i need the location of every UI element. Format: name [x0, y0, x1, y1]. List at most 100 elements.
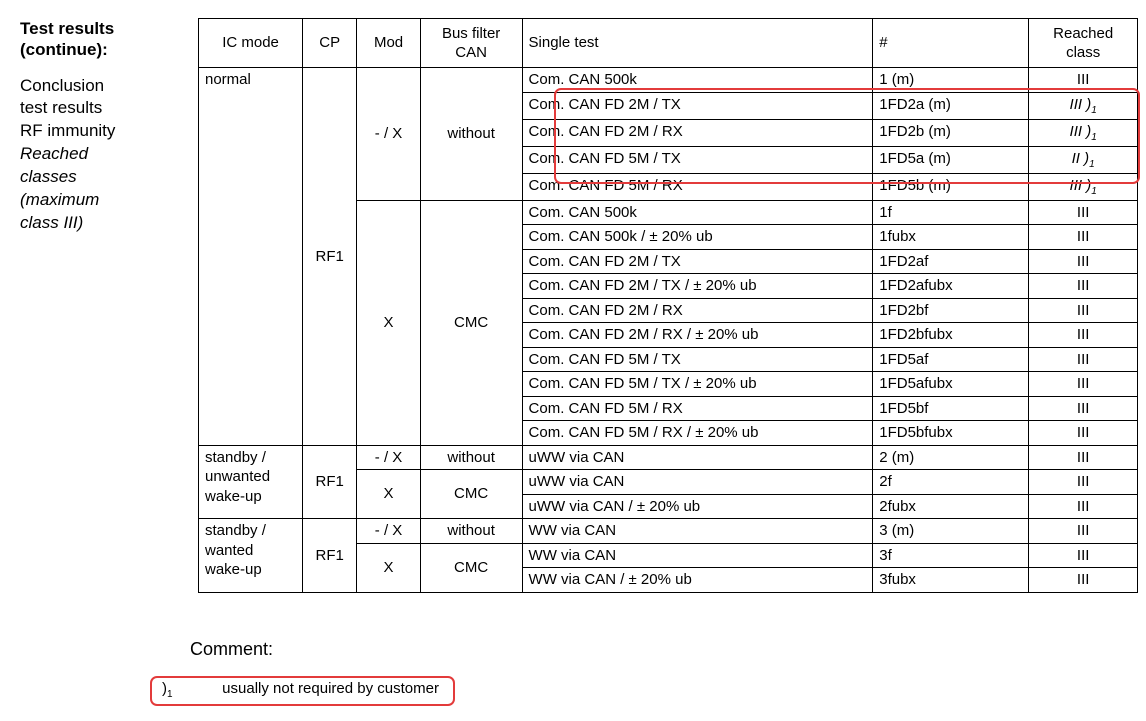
- hdr-reach-l1: Reached: [1053, 25, 1113, 42]
- cell-mod-2b: X: [357, 470, 420, 519]
- side-sub-l1: Conclusion: [20, 76, 104, 95]
- cell-single: Com. CAN FD 2M / TX: [522, 249, 873, 274]
- cell-single: Com. CAN FD 2M / RX: [522, 119, 873, 146]
- cell-hash: 1FD2bfubx: [873, 323, 1029, 348]
- cell-hash: 1FD2af: [873, 249, 1029, 274]
- cell-single: uWW via CAN: [522, 445, 873, 470]
- side-sub-l2: test results: [20, 98, 102, 117]
- side-sub-ital-l2: classes: [20, 167, 77, 186]
- cell-single: uWW via CAN: [522, 470, 873, 495]
- cell-reach: III: [1029, 274, 1138, 299]
- cell-hash: 3fubx: [873, 568, 1029, 593]
- cell-reach: III: [1029, 298, 1138, 323]
- cell-hash: 3f: [873, 543, 1029, 568]
- cell-single: Com. CAN 500k / ± 20% ub: [522, 225, 873, 250]
- side-sub-l3: RF immunity: [20, 121, 115, 140]
- cell-mod-2a: - / X: [357, 445, 420, 470]
- hdr-bus: Bus filter CAN: [420, 19, 522, 68]
- cell-hash: 1FD5a (m): [873, 146, 1029, 173]
- side-title: Test results (continue):: [20, 18, 190, 61]
- cell-single: WW via CAN: [522, 519, 873, 544]
- cell-hash: 2fubx: [873, 494, 1029, 519]
- cell-hash: 1 (m): [873, 68, 1029, 93]
- cell-single: WW via CAN / ± 20% ub: [522, 568, 873, 593]
- cell-hash: 1FD5b (m): [873, 173, 1029, 200]
- cell-single: Com. CAN FD 5M / RX / ± 20% ub: [522, 421, 873, 446]
- cell-bus-1b: CMC: [420, 200, 522, 445]
- cell-reach: III: [1029, 543, 1138, 568]
- hdr-cp: CP: [303, 19, 357, 68]
- cell-reach: III: [1029, 568, 1138, 593]
- cell-hash: 1FD5bfubx: [873, 421, 1029, 446]
- cell-single: Com. CAN FD 2M / RX: [522, 298, 873, 323]
- hdr-bus-l2: CAN: [455, 44, 487, 61]
- side-title-l2: (continue):: [20, 40, 108, 59]
- cell-single: Com. CAN 500k: [522, 200, 873, 225]
- cell-reach: III )1: [1029, 173, 1138, 200]
- hdr-bus-l1: Bus filter: [442, 25, 500, 42]
- cell-reach: III: [1029, 494, 1138, 519]
- cell-mod-1a: - / X: [357, 68, 420, 201]
- cell-mod-3b: X: [357, 543, 420, 592]
- cell-reach: III: [1029, 249, 1138, 274]
- cell-bus-2b: CMC: [420, 470, 522, 519]
- cell-reach: III )1: [1029, 119, 1138, 146]
- cell-bus-3a: without: [420, 519, 522, 544]
- cell-hash: 3 (m): [873, 519, 1029, 544]
- side-title-l1: Test results: [20, 19, 114, 38]
- cell-single: Com. CAN 500k: [522, 68, 873, 93]
- cell-reach: III: [1029, 421, 1138, 446]
- cell-single: Com. CAN FD 2M / TX: [522, 92, 873, 119]
- cell-hash: 1FD2a (m): [873, 92, 1029, 119]
- cell-hash: 2f: [873, 470, 1029, 495]
- cell-single: WW via CAN: [522, 543, 873, 568]
- comment-label: Comment:: [190, 639, 1146, 660]
- cell-hash: 1FD5afubx: [873, 372, 1029, 397]
- cell-reach: III: [1029, 470, 1138, 495]
- cell-single: Com. CAN FD 5M / TX: [522, 347, 873, 372]
- side-sub-ital-l4: class III): [20, 213, 83, 232]
- cell-mod-3a: - / X: [357, 519, 420, 544]
- cell-hash: 2 (m): [873, 445, 1029, 470]
- cell-cp-rf1-c: RF1: [303, 519, 357, 593]
- cell-reach: III: [1029, 519, 1138, 544]
- cell-cp-rf1-b: RF1: [303, 445, 357, 519]
- cell-hash: 1FD2afubx: [873, 274, 1029, 299]
- cell-reach: III: [1029, 225, 1138, 250]
- cell-single: Com. CAN FD 5M / RX: [522, 396, 873, 421]
- cell-bus-2a: without: [420, 445, 522, 470]
- cell-reach: III: [1029, 396, 1138, 421]
- footnote-mark: )1: [162, 680, 218, 700]
- footnote-text: usually not required by customer: [222, 680, 439, 697]
- cell-hash: 1fubx: [873, 225, 1029, 250]
- cell-bus-3b: CMC: [420, 543, 522, 592]
- hdr-ic: IC mode: [199, 19, 303, 68]
- hdr-reach: Reached class: [1029, 19, 1138, 68]
- cell-reach: III )1: [1029, 92, 1138, 119]
- footnote-box: )1 usually not required by customer: [150, 676, 455, 706]
- cell-bus-1a: without: [420, 68, 522, 201]
- cell-hash: 1FD2b (m): [873, 119, 1029, 146]
- cell-single: Com. CAN FD 2M / TX / ± 20% ub: [522, 274, 873, 299]
- cell-reach: III: [1029, 445, 1138, 470]
- cell-ic-standby-wanted: standby / wanted wake-up: [199, 519, 303, 593]
- cell-ic-standby-unwanted: standby / unwanted wake-up: [199, 445, 303, 519]
- cell-ic-normal: normal: [199, 68, 303, 446]
- cell-single: uWW via CAN / ± 20% ub: [522, 494, 873, 519]
- cell-single: Com. CAN FD 5M / TX / ± 20% ub: [522, 372, 873, 397]
- hdr-single: Single test: [522, 19, 873, 68]
- cell-reach: III: [1029, 372, 1138, 397]
- side-column: Test results (continue): Conclusion test…: [20, 18, 198, 593]
- cell-reach: III: [1029, 323, 1138, 348]
- cell-single: Com. CAN FD 2M / RX / ± 20% ub: [522, 323, 873, 348]
- cell-mod-1b: X: [357, 200, 420, 445]
- table-row: standby / wanted wake-up RF1 - / X witho…: [199, 519, 1138, 544]
- cell-cp-rf1-a: RF1: [303, 68, 357, 446]
- table-wrapper: IC mode CP Mod Bus filter CAN Single tes…: [198, 18, 1138, 593]
- table-row: normal RF1 - / X without Com. CAN 500k 1…: [199, 68, 1138, 93]
- table-header-row: IC mode CP Mod Bus filter CAN Single tes…: [199, 19, 1138, 68]
- side-sub-ital-l3: (maximum: [20, 190, 99, 209]
- cell-hash: 1f: [873, 200, 1029, 225]
- hdr-reach-l2: class: [1066, 44, 1100, 61]
- results-table: IC mode CP Mod Bus filter CAN Single tes…: [198, 18, 1138, 593]
